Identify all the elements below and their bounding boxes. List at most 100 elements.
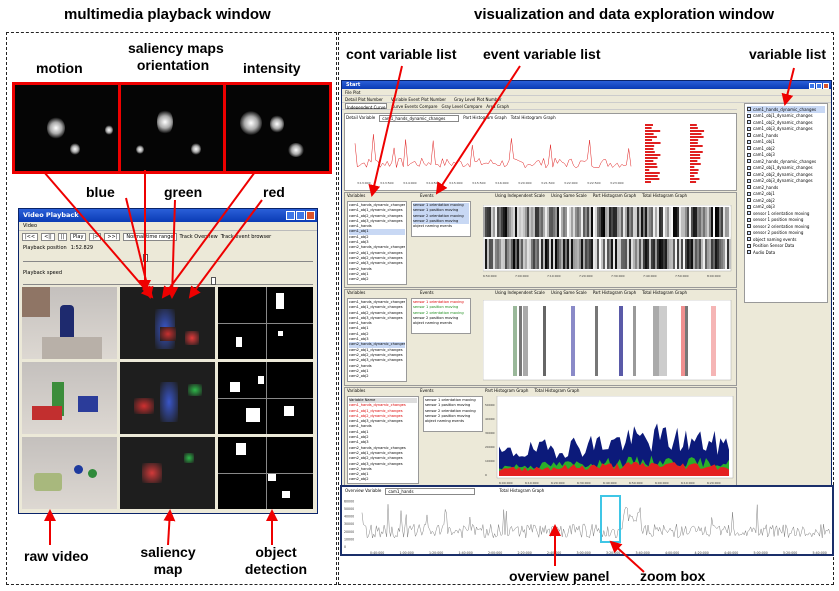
list-item[interactable]: cam1_hands <box>349 224 372 229</box>
checkbox-icon[interactable] <box>747 211 751 216</box>
maximize-icon[interactable] <box>816 83 822 89</box>
same-scale-toggle[interactable]: Using Same Scale <box>550 193 587 198</box>
total-histogram-toggle[interactable]: Total Histogram Graph <box>642 290 688 295</box>
cont-variable-list[interactable]: cam1_hands_dynamic_changes cam1_obj1_dyna… <box>347 298 407 382</box>
variable-list-item[interactable]: object naming events <box>747 236 825 243</box>
checkbox-icon[interactable] <box>747 230 751 235</box>
list-item[interactable]: cam1_obj3 <box>349 337 369 342</box>
tab-gray-level-compare[interactable]: Gray Level Compare <box>441 104 483 109</box>
list-item[interactable]: sensor 2 orientation moving <box>425 408 476 413</box>
checkbox-icon[interactable] <box>747 237 751 242</box>
list-item[interactable]: cam1_hands_dynamic_changes <box>349 203 405 207</box>
part-histogram-toggle[interactable]: Part Histogram Graph <box>485 388 529 393</box>
list-item[interactable]: cam1_obj1 <box>349 429 369 434</box>
cont-variable-list[interactable]: Variable Name cam1_hands_dynamic_changes c… <box>347 396 419 484</box>
list-item[interactable]: cam1_hands <box>349 424 372 429</box>
list-item[interactable]: sensor 2 position moving <box>413 315 459 320</box>
checkbox-icon[interactable] <box>747 191 751 196</box>
normal-time-range-button[interactable]: Normal time range <box>123 233 177 241</box>
list-item[interactable]: sensor 1 position moving <box>413 305 459 310</box>
list-item[interactable]: cam2_hands_dynamic_changes <box>349 445 406 450</box>
event-variable-list[interactable]: sensor 1 orientation moving sensor 1 posi… <box>411 298 471 334</box>
detail-plot-number[interactable]: Detail Plot Number <box>345 97 383 102</box>
play-button[interactable]: Play <box>70 233 87 241</box>
skip-start-button[interactable]: |<< <box>22 233 39 241</box>
list-item[interactable]: object naming events <box>413 224 453 229</box>
list-item[interactable]: cam2_obj1_dynamic_changes <box>349 347 403 352</box>
list-item[interactable]: cam2_obj2 <box>349 477 369 482</box>
variable-list-item[interactable]: cam1_hands_dynamic_changes <box>747 106 825 113</box>
independent-scale-toggle[interactable]: Using Independent Scale <box>495 290 545 295</box>
list-item[interactable]: cam2_obj2_dynamic_changes <box>349 255 403 260</box>
event-variable-list[interactable]: sensor 1 orientation moving sensor 1 posi… <box>423 396 483 432</box>
checkbox-icon[interactable] <box>747 204 751 209</box>
list-item[interactable]: sensor 1 position moving <box>413 208 469 214</box>
zoom-box[interactable] <box>600 495 621 543</box>
list-item[interactable]: cam2_hands <box>349 363 372 368</box>
minimize-icon[interactable] <box>286 211 295 220</box>
video-menu[interactable]: Video <box>19 222 317 231</box>
part-histogram-toggle[interactable]: Part Histogram Graph <box>592 290 637 295</box>
variable-list-item[interactable]: Position Sensor Data <box>747 243 825 250</box>
variable-event-plot-number[interactable]: Variable Event Plot Number <box>390 97 447 102</box>
variable-list-item[interactable]: sensor 2 position moving <box>747 230 825 237</box>
tab-area-graph[interactable]: Area Graph <box>486 104 510 109</box>
variable-list-item[interactable]: sensor 2 orientation moving <box>747 223 825 230</box>
checkbox-icon[interactable] <box>747 224 751 229</box>
playback-position-thumb[interactable] <box>143 254 149 262</box>
overview-histogram-toggle[interactable]: Total Histogram Graph <box>499 488 545 493</box>
variable-list-item[interactable]: cam2_hands <box>747 184 825 191</box>
variable-list[interactable]: cam1_hands_dynamic_changes cam1_obj1_dyna… <box>744 103 828 303</box>
list-item[interactable]: cam2_obj2_dynamic_changes <box>349 352 403 357</box>
skip-end-button[interactable]: >>| <box>104 233 121 241</box>
checkbox-icon[interactable] <box>747 152 751 157</box>
step-back-button[interactable]: <|| <box>41 233 55 241</box>
checkbox-icon[interactable] <box>747 126 751 131</box>
variable-list-item[interactable]: cam1_obj3 <box>747 152 825 159</box>
list-item[interactable]: cam2_obj1 <box>349 368 369 373</box>
track-event-browser-button[interactable]: Track event browser <box>220 234 272 240</box>
variable-list-item[interactable]: sensor 1 orientation moving <box>747 210 825 217</box>
cont-variable-list[interactable]: cam1_hands_dynamic_changes cam1_obj1_dyna… <box>347 201 407 285</box>
variable-list-item[interactable]: cam1_obj2_dynamic_changes <box>747 119 825 126</box>
total-histogram-toggle[interactable]: Total Histogram Graph <box>534 388 580 393</box>
list-item[interactable]: object naming events <box>413 321 453 326</box>
close-icon[interactable] <box>306 211 315 220</box>
variable-list-item[interactable]: sensor 1 position moving <box>747 217 825 224</box>
list-item[interactable]: cam1_obj2 <box>349 234 369 239</box>
list-item[interactable]: sensor 2 orientation moving <box>413 310 464 315</box>
list-item[interactable]: cam2_obj1 <box>349 472 369 477</box>
maximize-icon[interactable] <box>296 211 305 220</box>
list-item[interactable]: sensor 1 orientation moving <box>413 300 464 304</box>
list-item[interactable]: cam1_obj2_dynamic_changes <box>349 213 403 218</box>
list-item[interactable]: cam2_obj2 <box>349 374 369 379</box>
total-histogram-toggle[interactable]: Total Histogram Graph <box>642 193 688 198</box>
list-item[interactable]: cam2_hands <box>349 466 372 471</box>
total-histogram-toggle[interactable]: Total Histogram Graph <box>510 115 556 120</box>
checkbox-icon[interactable] <box>747 133 751 138</box>
list-item[interactable]: cam1_obj2_dynamic_changes <box>349 413 403 418</box>
variable-list-item[interactable]: cam2_obj1_dynamic_changes <box>747 165 825 172</box>
list-item[interactable]: cam1_hands <box>349 321 372 326</box>
list-item[interactable]: cam1_obj1 <box>349 326 369 331</box>
same-scale-toggle[interactable]: Using Same Scale <box>550 290 587 295</box>
variable-list-item[interactable]: cam2_obj3 <box>747 204 825 211</box>
variable-list-item[interactable]: cam2_hands_dynamic_changes <box>747 158 825 165</box>
variable-list-item[interactable]: cam2_obj3_dynamic_changes <box>747 178 825 185</box>
close-icon[interactable] <box>823 83 829 89</box>
list-item[interactable]: cam1_obj2 <box>349 435 369 440</box>
list-item[interactable]: sensor 2 position moving <box>413 218 469 225</box>
playback-speed-thumb[interactable] <box>210 277 216 285</box>
playback-position-slider[interactable] <box>23 254 313 262</box>
variable-list-item[interactable]: cam1_hands <box>747 132 825 139</box>
variable-list-item[interactable]: cam1_obj2 <box>747 145 825 152</box>
viz-menu[interactable]: File Plot <box>342 89 831 96</box>
list-item[interactable]: cam1_obj1 <box>349 229 405 235</box>
list-item[interactable]: sensor 1 orientation moving <box>425 398 476 402</box>
list-item[interactable]: cam1_obj3 <box>349 240 369 245</box>
list-item[interactable]: cam2_obj3_dynamic_changes <box>349 261 403 266</box>
playback-speed-slider[interactable] <box>23 277 313 285</box>
list-item[interactable]: cam1_obj2 <box>349 331 369 336</box>
list-item[interactable]: cam2_obj1_dynamic_changes <box>349 250 403 255</box>
list-item[interactable]: cam2_obj1_dynamic_changes <box>349 450 403 455</box>
